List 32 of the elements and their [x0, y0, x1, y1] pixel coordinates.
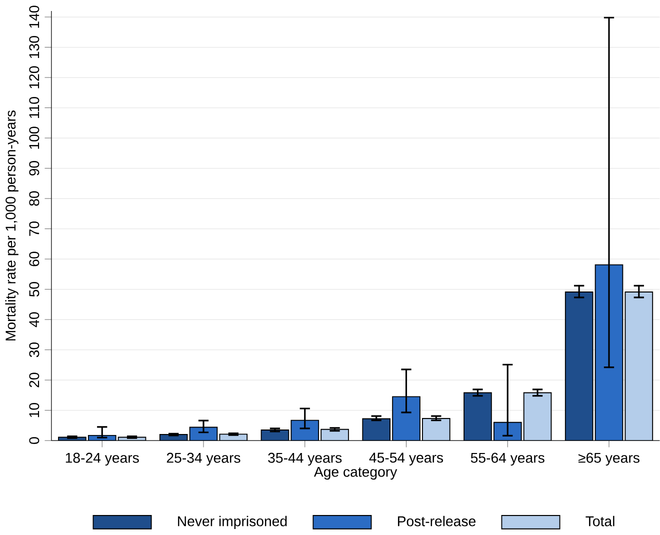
bar: [564, 292, 594, 441]
y-tick-label: 110: [29, 97, 40, 118]
y-tick-label: 0: [29, 437, 40, 444]
y-tick-label: 50: [29, 282, 40, 297]
x-tick-label: ≥65 years: [578, 452, 640, 466]
y-tick-label: 70: [29, 222, 40, 236]
x-tick-label: 18-24 years: [66, 452, 139, 466]
bar: [392, 396, 420, 441]
legend-label: Total: [586, 516, 614, 526]
x-tick-label: 35-44 years: [268, 452, 342, 466]
x-tick-label: 45-54 years: [369, 452, 444, 466]
bar: [624, 292, 654, 441]
y-tick-label: 120: [29, 66, 40, 88]
legend-label: Never imprisoned: [178, 516, 287, 530]
x-axis-title: Age category: [314, 467, 398, 480]
y-tick-label: 100: [29, 126, 40, 149]
y-tick-label: 80: [29, 191, 40, 206]
y-axis-title: Mortality rate per 1,000 person-years: [5, 110, 18, 341]
y-tick-label: 40: [29, 312, 40, 328]
bar: [594, 264, 624, 441]
y-tick-label: 30: [29, 342, 40, 358]
bar: [523, 392, 552, 441]
x-tick-label: 55-64 years: [470, 452, 544, 466]
x-tick-label: 25-34 years: [166, 452, 240, 466]
bar: [464, 392, 492, 441]
legend-label: Post-release: [398, 516, 476, 526]
y-tick-label: 90: [29, 161, 40, 176]
y-tick-label: 130: [29, 36, 40, 58]
y-tick-label: 60: [29, 252, 40, 266]
y-tick-label: 10: [29, 403, 40, 418]
y-tick-label: 20: [29, 372, 40, 388]
y-tick-label: 140: [29, 6, 40, 28]
